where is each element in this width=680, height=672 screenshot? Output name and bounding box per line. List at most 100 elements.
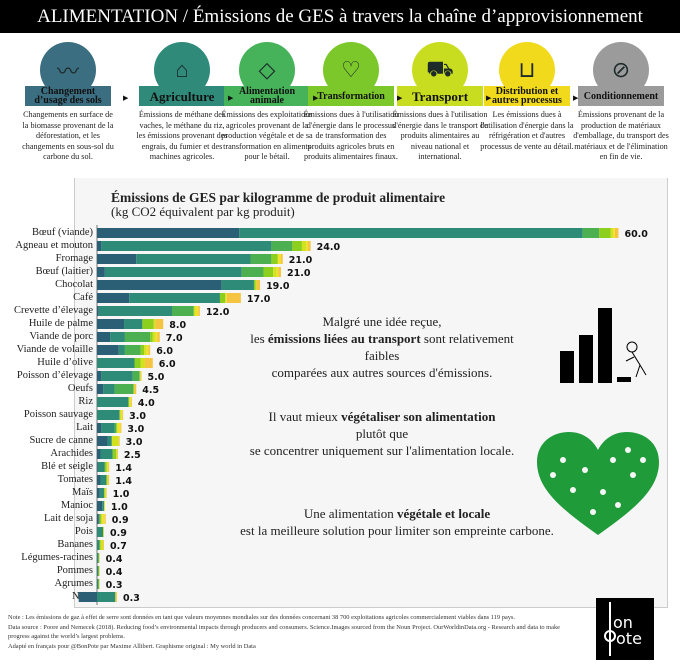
bar-segment <box>124 345 141 355</box>
step-5: ⊔ Distribution et autres processus Les é… <box>479 42 575 152</box>
emphasis: végétaliser son alimentation <box>341 409 496 424</box>
page-title: ALIMENTATION / Émissions de GES à traver… <box>0 0 680 33</box>
bar-segment <box>157 332 160 342</box>
category-label: Sucre de canne <box>29 435 93 446</box>
value-label: 60.0 <box>624 229 648 240</box>
bar-segment <box>97 280 222 290</box>
category-label: Oeufs <box>67 383 93 394</box>
arrow-icon: ▶ <box>228 94 234 102</box>
bar-segment <box>101 423 115 433</box>
bar-segment <box>99 514 102 524</box>
bar-segment <box>97 553 99 563</box>
bar-segment <box>97 371 102 381</box>
bar-segment <box>99 488 104 498</box>
bar-segment <box>97 332 111 342</box>
bar-segment <box>155 332 158 342</box>
value-label: 0.4 <box>106 567 123 578</box>
bar-segment <box>98 306 172 316</box>
message-line: Malgré une idée reçue, <box>322 314 442 329</box>
package-icon: ⊘ <box>611 57 631 82</box>
bar-segment <box>148 345 151 355</box>
bar-segment <box>98 514 100 524</box>
value-label: 3.0 <box>129 411 146 422</box>
truck-icon: ⛟ <box>426 55 454 81</box>
category-label: Bœuf (laitier) <box>35 266 93 277</box>
category-label: Blé et seigle <box>41 461 93 472</box>
bar-segment <box>103 488 105 498</box>
value-label: 1.0 <box>113 489 130 500</box>
step-4: ⛟ Transport Émissions dues à l'utilisati… <box>392 42 488 163</box>
bar-segment <box>97 527 104 537</box>
bar-segment <box>614 228 619 238</box>
bar-segment <box>124 332 151 342</box>
bar-segment <box>150 332 153 342</box>
value-label: 0.9 <box>112 515 129 526</box>
value-label: 8.0 <box>169 320 186 331</box>
bar-segment <box>117 423 118 433</box>
chart-subtitle: (kg CO2 équivalent par kg produit) <box>111 204 295 219</box>
step-2: ◇ Alimentation animale Émissions des exp… <box>219 42 315 163</box>
step-description: Émissions des exploitations agricoles pr… <box>221 110 313 162</box>
step-1: ⌂ Agriculture Émissions de méthane des v… <box>134 42 230 163</box>
bar-segment <box>118 345 125 355</box>
bar-segment <box>271 254 278 264</box>
category-label: Poisson sauvage <box>23 409 93 420</box>
bar-segment <box>301 241 307 251</box>
bar-segment <box>122 410 124 420</box>
bar-segment <box>146 345 149 355</box>
value-label: 17.0 <box>247 294 271 305</box>
bar-segment <box>241 267 264 277</box>
bar-segment <box>255 280 257 290</box>
bar-segment <box>97 579 99 589</box>
source-text: Data source : Poore and Nemecek (2018). … <box>8 623 560 641</box>
bar-segment <box>110 332 125 342</box>
step-3: ♡ Transformation Émissions dues à l'util… <box>303 42 399 163</box>
bar-segment <box>221 280 254 290</box>
bar-segment <box>103 384 115 394</box>
category-label: Maïs <box>72 487 93 498</box>
step-description: Changements en surface de la biomasse pr… <box>22 110 114 162</box>
bar-segment <box>102 501 104 511</box>
value-label: 7.0 <box>166 333 183 344</box>
category-label: Huile d’olive <box>37 357 93 368</box>
bar-segment <box>107 436 112 446</box>
text: les <box>250 331 268 346</box>
bar-segment <box>104 462 107 472</box>
bar-segment <box>78 592 97 602</box>
value-label: 1.4 <box>115 476 132 487</box>
bar-segment <box>97 592 116 602</box>
bar-segment <box>277 254 279 264</box>
bar-segment <box>116 592 118 602</box>
step-label: Transport <box>397 86 483 106</box>
bar-segment <box>97 462 105 472</box>
bar-segment <box>153 319 156 329</box>
bar-segment <box>116 449 118 459</box>
step-0: 〰 Changement d’usage des sols Changement… <box>20 42 116 163</box>
bar-segment <box>124 319 143 329</box>
step-description: Émissions dues à l'utilisation d'énergie… <box>303 110 399 162</box>
arrow-icon: ▶ <box>397 94 403 102</box>
bar-segment <box>219 293 226 303</box>
chart-title: Émissions de GES par kilogramme de produ… <box>111 190 446 205</box>
bar-segment <box>97 410 120 420</box>
value-label: 2.5 <box>124 450 141 461</box>
bar-segment <box>97 358 135 368</box>
bar-segment <box>144 358 153 368</box>
step-label: Conditionnement <box>578 86 664 106</box>
bar-chart-person-icon <box>560 308 647 383</box>
bar-segment <box>599 228 611 238</box>
bar-segment <box>129 293 220 303</box>
bar-segment <box>97 397 129 407</box>
bar-segment <box>100 540 104 550</box>
value-label: 0.3 <box>106 580 123 591</box>
feed-bag-icon: ◇ <box>258 57 276 82</box>
text: Une alimentation <box>303 506 397 521</box>
note-text: Note : Les émissions de gaz à effet de s… <box>8 614 516 621</box>
bar-segment <box>119 410 122 420</box>
value-label: 4.0 <box>138 398 155 409</box>
bar-segment <box>97 228 240 238</box>
category-label: Manioc <box>60 500 93 511</box>
category-label: Chocolat <box>55 279 93 290</box>
bar-segment <box>129 397 131 407</box>
value-label: 4.5 <box>142 385 159 396</box>
